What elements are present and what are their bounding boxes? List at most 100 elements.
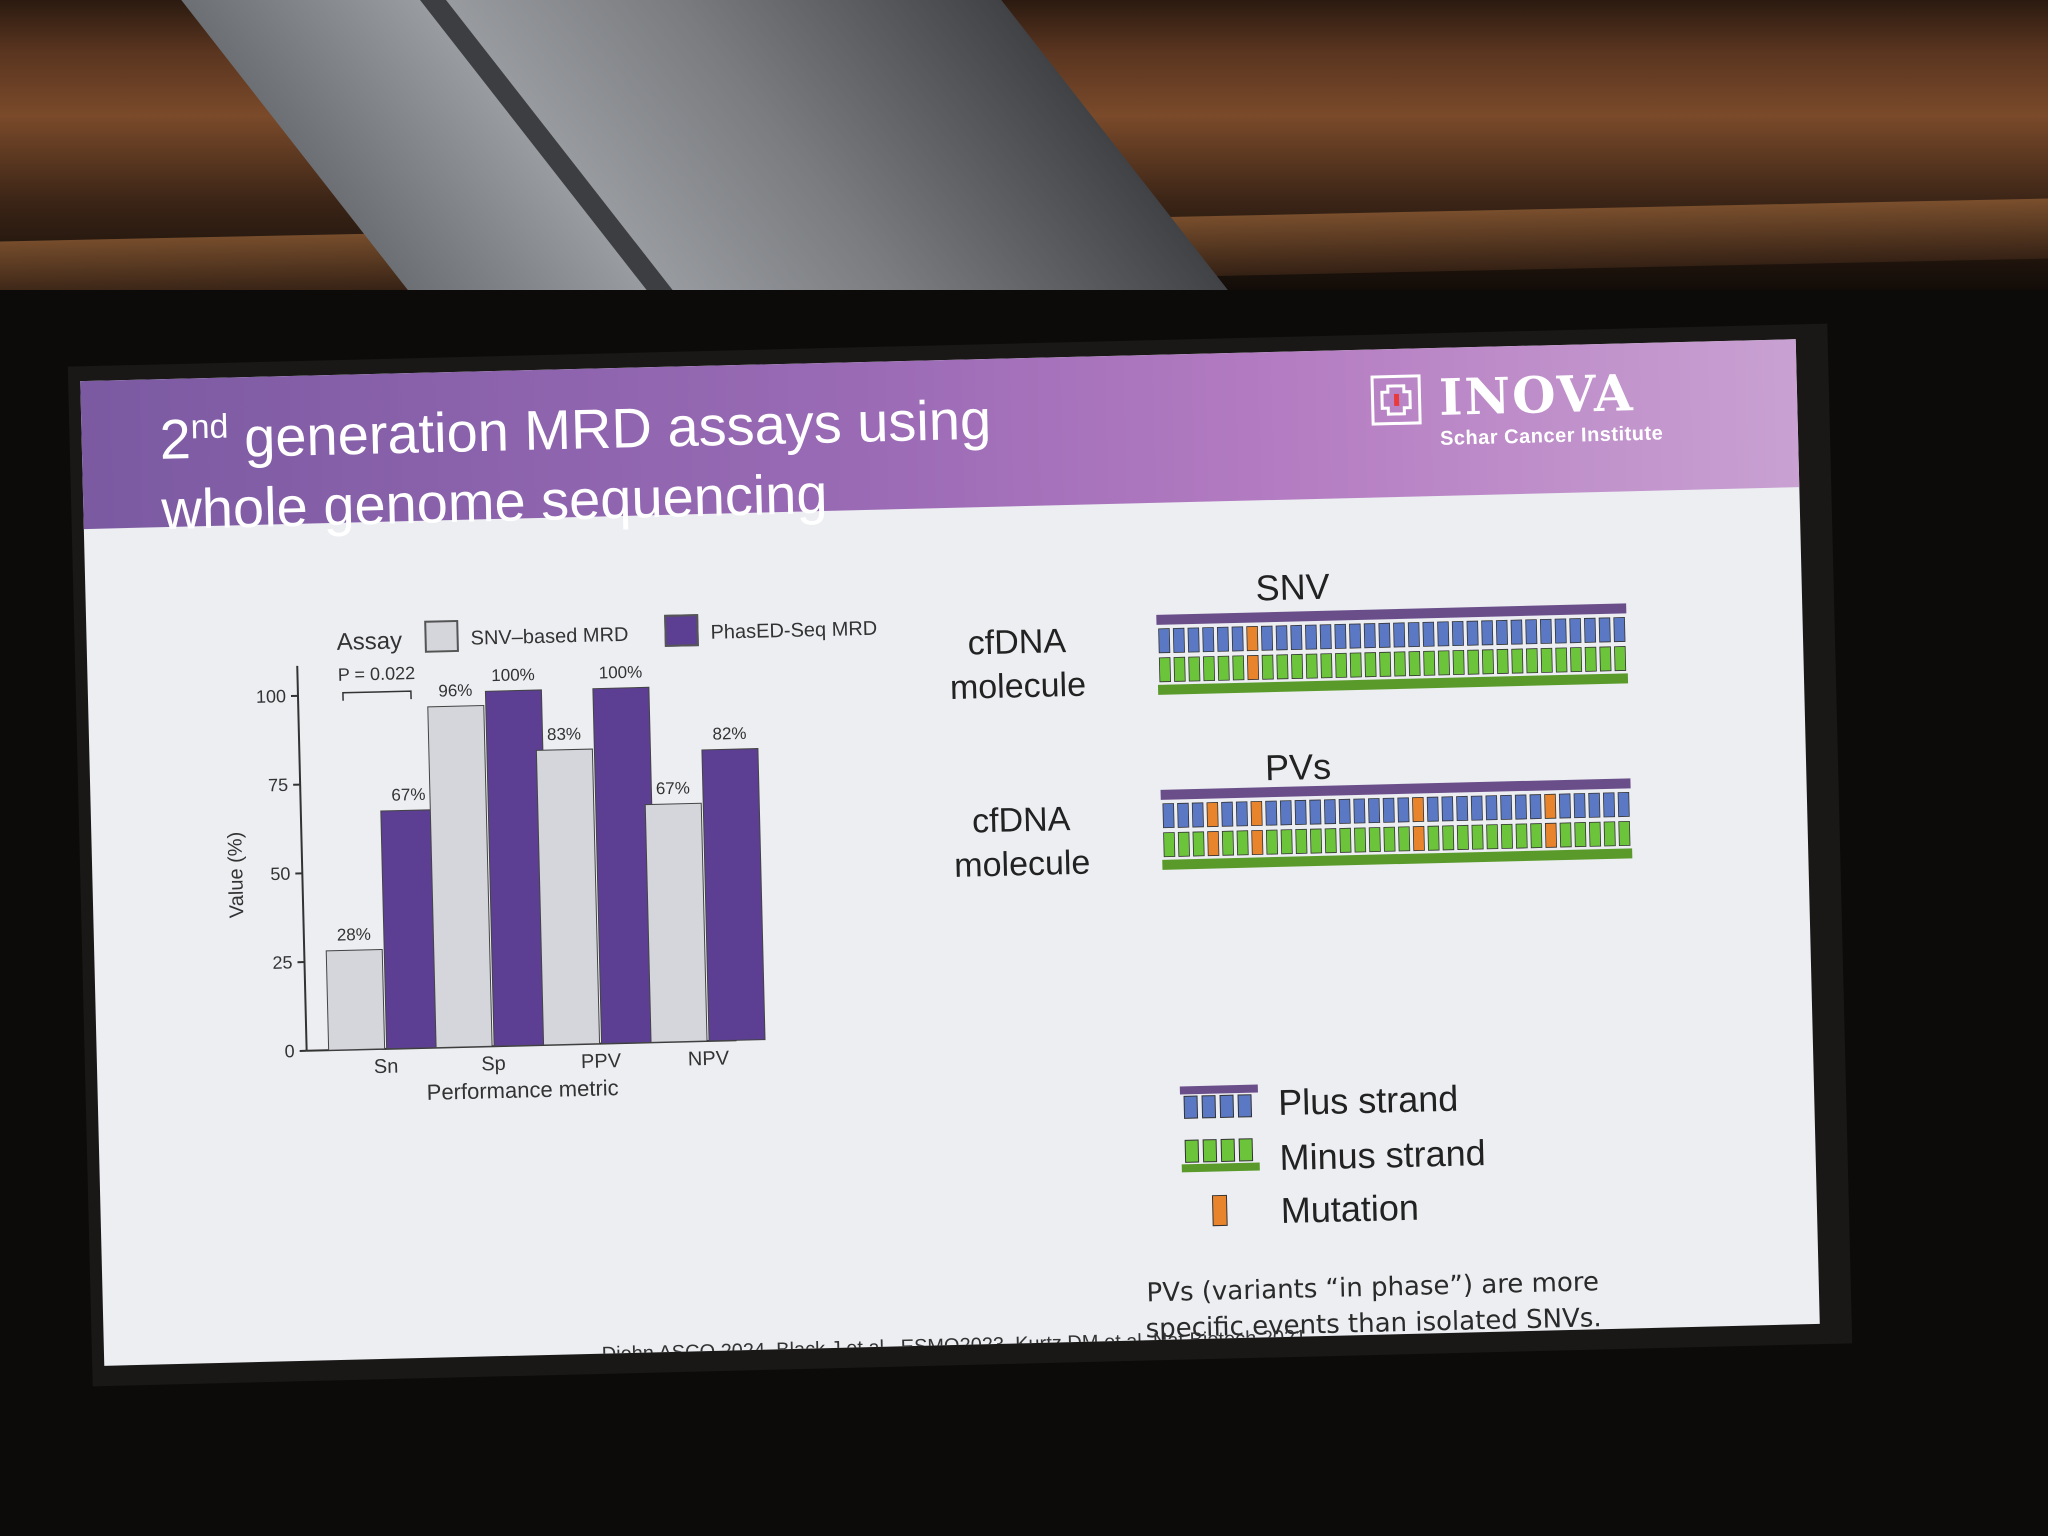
minus-strand-base [1584, 646, 1597, 672]
minus-strand-base [1442, 825, 1455, 851]
strand-key-icons [1179, 1084, 1260, 1227]
snv-molecule [1156, 603, 1629, 695]
mutation-base-plus [1206, 802, 1219, 828]
x-axis-title: Performance metric [426, 1075, 619, 1105]
minus-strand-base [1599, 646, 1612, 672]
plus-strand-base [1187, 627, 1200, 653]
minus-strand-base [1217, 655, 1230, 681]
y-axis-title: Value (%) [224, 832, 248, 919]
plus-strand-base [1500, 794, 1513, 820]
plus-strand-base [1613, 617, 1626, 643]
inova-logo: INOVA Schar Cancer Institute [1370, 362, 1702, 470]
plus-strand-base [1495, 619, 1508, 645]
minus-strand-base [1525, 648, 1539, 674]
minus-strand-base [1618, 820, 1631, 847]
y-tick-label: 75 [268, 775, 289, 795]
plus-strand-base [1451, 620, 1464, 647]
mutation-base-plus [1412, 797, 1425, 823]
plus-strand-base [1191, 802, 1204, 828]
minus-strand-base [1202, 656, 1216, 682]
plus-strand-base [1221, 801, 1234, 827]
plus-strand-base [1275, 625, 1288, 651]
plus-strand-base [1598, 617, 1611, 643]
minus-strand-base [1486, 824, 1499, 850]
minus-strand-base [1221, 830, 1234, 856]
minus-strand-base [1511, 648, 1524, 674]
plus-strand-base [1525, 619, 1538, 645]
minus-strand-icon [1181, 1138, 1260, 1173]
mutation-base-minus [1207, 831, 1220, 857]
title-line-1: generation MRD assays using [227, 387, 992, 470]
bar-phased-npv [701, 748, 766, 1042]
minus-strand-base [1614, 646, 1627, 672]
plus-strand-base [1407, 622, 1420, 648]
title-ordinal-suffix: nd [190, 407, 229, 447]
pvs-molecule [1160, 778, 1633, 870]
logo-subtitle: Schar Cancer Institute [1439, 422, 1664, 450]
plus-strand-label: Plus strand [1277, 1077, 1459, 1124]
pvs-molecule-label-line1: cfDNA [971, 800, 1071, 841]
plus-strand-base [1265, 800, 1278, 826]
minus-strand-base [1305, 653, 1318, 679]
minus-strand-base [1427, 825, 1440, 851]
minus-strand-base [1364, 652, 1377, 678]
minus-strand-base [1354, 827, 1367, 853]
inova-cross-icon [1370, 374, 1422, 426]
plus-strand-base [1172, 627, 1185, 653]
plus-strand-base [1514, 794, 1527, 820]
minus-strand-base [1408, 651, 1421, 677]
plus-strand-base [1466, 620, 1479, 646]
plus-strand-base [1290, 624, 1303, 651]
minus-strand-base [1481, 649, 1495, 675]
plus-strand-base [1422, 621, 1435, 647]
plus-strand-base [1583, 617, 1597, 643]
y-tick-label: 0 [284, 1041, 295, 1061]
title-banner: 2nd generation MRD assays using whole ge… [80, 339, 1800, 541]
y-tick-label: 100 [256, 686, 287, 707]
mutation-base-minus [1246, 655, 1260, 681]
minus-strand-base [1452, 649, 1465, 676]
bar-value-label: 28% [337, 925, 371, 945]
mutation-base-plus [1246, 626, 1259, 652]
logo-wordmark: INOVA [1438, 363, 1636, 427]
plus-strand-base [1319, 624, 1332, 650]
minus-strand-base [1192, 831, 1205, 857]
y-axis-line [296, 665, 308, 1051]
minus-strand-base [1574, 822, 1587, 848]
mutation-base-plus [1544, 793, 1557, 819]
minus-strand-base [1423, 650, 1436, 676]
bar-value-label: 100% [599, 662, 643, 682]
mutation-base-plus [1250, 800, 1263, 827]
bar-value-label: 67% [391, 785, 425, 805]
plus-strand-base [1305, 624, 1318, 650]
plus-strand-base [1569, 618, 1582, 644]
minus-strand-base [1368, 827, 1381, 853]
plus-strand-base [1338, 798, 1351, 824]
minus-strand-base [1515, 823, 1528, 849]
minus-strand-base [1456, 824, 1469, 851]
plus-strand-base [1378, 622, 1391, 648]
mutation-base-minus [1412, 826, 1425, 852]
minus-strand-base [1393, 651, 1406, 677]
y-tick-label: 25 [272, 952, 293, 972]
minus-strand-base [1188, 656, 1201, 682]
minus-strand-base [1467, 649, 1480, 675]
p-value-annotation: P = 0.022 [338, 663, 416, 685]
minus-strand-base [1398, 826, 1411, 852]
minus-strand-base [1261, 654, 1274, 680]
bar-value-label: 100% [491, 665, 535, 685]
plus-strand-backbone [1160, 778, 1631, 800]
plus-strand-base [1456, 795, 1469, 822]
x-tick-label: Sn [374, 1056, 399, 1079]
mutation-icon [1211, 1194, 1228, 1227]
plus-strand-base [1260, 625, 1274, 651]
plus-strand-base [1485, 795, 1498, 821]
plus-strand-base [1573, 793, 1586, 819]
significance-bracket [342, 690, 412, 701]
plus-strand-base [1353, 798, 1366, 824]
mutation-base-minus [1251, 829, 1264, 856]
minus-strand-base [1320, 653, 1333, 679]
plus-strand-base [1481, 620, 1494, 646]
plus-strand-base [1426, 796, 1439, 822]
minus-strand-base [1500, 823, 1513, 849]
